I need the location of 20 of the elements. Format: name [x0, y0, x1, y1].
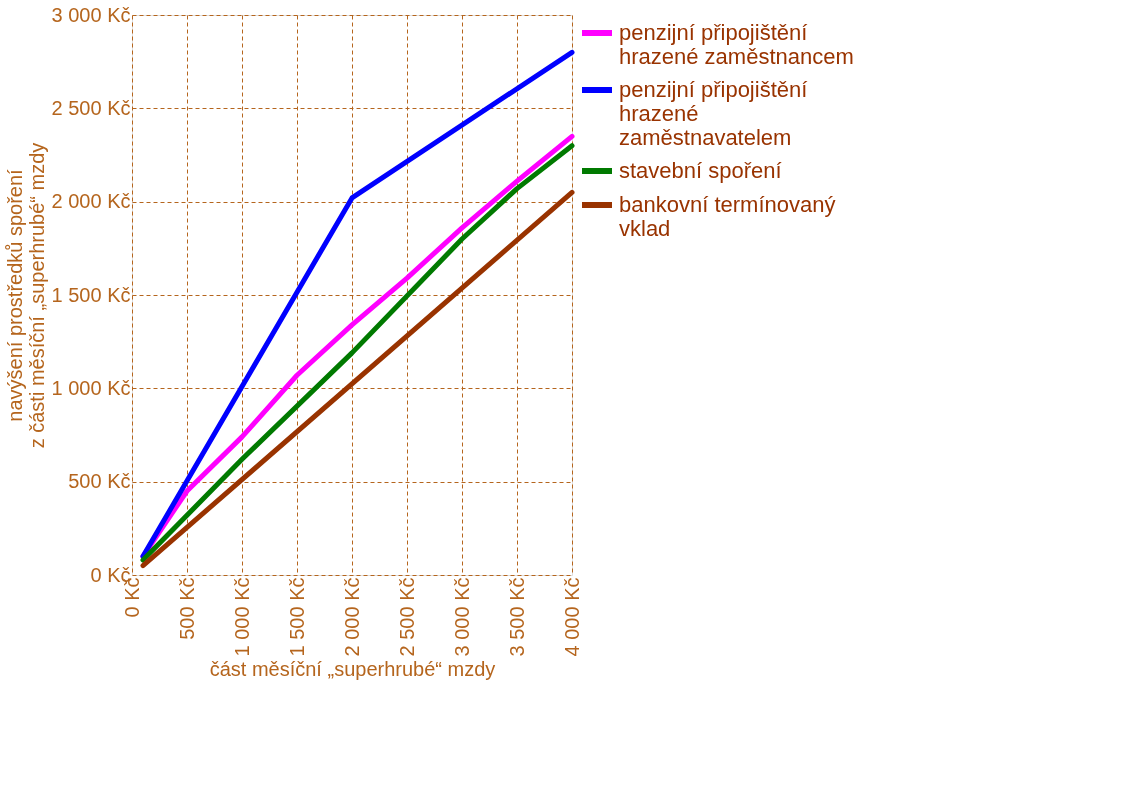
- y-tick-label: 1 000 Kč: [51, 376, 131, 399]
- x-axis-title: část měsíční „superhrubé“ mzdy: [209, 658, 496, 681]
- x-tick-label: 3 000 Kč: [450, 577, 473, 657]
- x-tick-label: 1 000 Kč: [230, 577, 253, 657]
- x-tick-label: 3 500 Kč: [505, 577, 528, 657]
- y-tick-label: 2 500 Kč: [51, 96, 131, 119]
- x-tick-label: 1 500 Kč: [285, 577, 308, 657]
- legend-label: penzijní připojištění hrazené zaměstnavatelem: [619, 77, 808, 150]
- legend-label: bankovní termínovaný vklad: [619, 192, 836, 241]
- y-tick-label: 2 000 Kč: [51, 190, 131, 213]
- x-tick-label: 2 000 Kč: [340, 577, 363, 657]
- y-tick-label: 3 000 Kč: [51, 3, 131, 26]
- legend-label: stavební spoření: [619, 158, 782, 183]
- y-axis-title: navýšení prostředků spoření z části měsíční „superhrubé“ mzdy: [3, 142, 48, 449]
- y-tick-label: 500 Kč: [68, 470, 131, 493]
- legend-label: penzijní připojištění hrazené zaměstnancem: [619, 20, 854, 69]
- x-tick-label: 500 Kč: [175, 577, 198, 640]
- y-tick-label: 1 500 Kč: [51, 283, 131, 306]
- x-tick-label: 4 000 Kč: [560, 577, 583, 657]
- x-tick-label: 2 500 Kč: [395, 577, 418, 657]
